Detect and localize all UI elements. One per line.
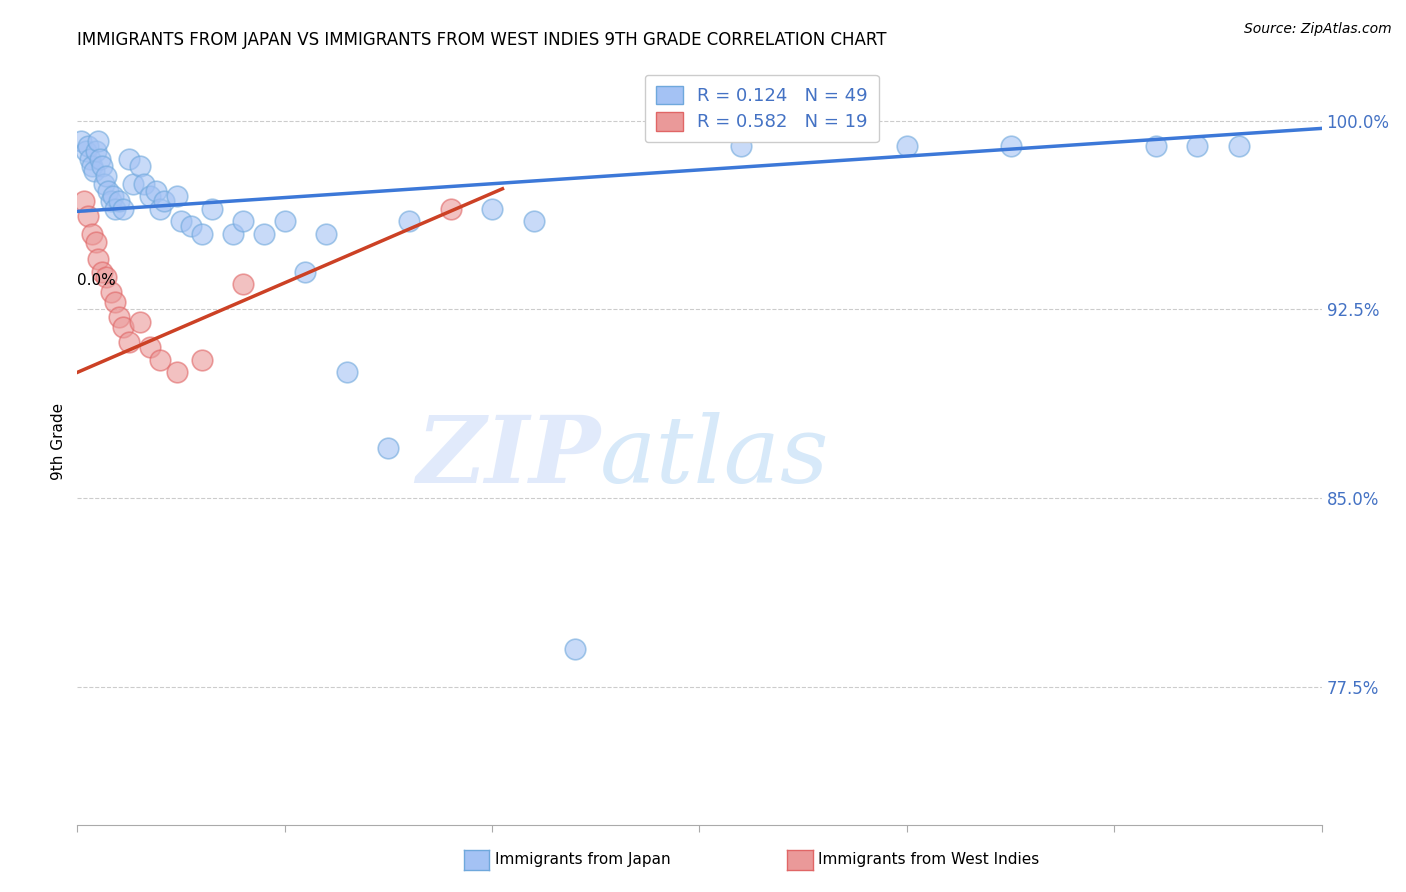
Point xyxy=(111,202,134,216)
Point xyxy=(1187,139,1209,153)
Point xyxy=(76,139,98,153)
Point xyxy=(84,144,107,158)
Point xyxy=(89,152,111,166)
Point xyxy=(139,189,162,203)
Text: IMMIGRANTS FROM JAPAN VS IMMIGRANTS FROM WEST INDIES 9TH GRADE CORRELATION CHART: IMMIGRANTS FROM JAPAN VS IMMIGRANTS FROM… xyxy=(77,31,887,49)
Point xyxy=(91,159,114,173)
Point xyxy=(96,269,118,284)
Point xyxy=(107,310,129,324)
Point xyxy=(153,194,176,209)
Point xyxy=(122,177,145,191)
Point xyxy=(101,189,124,203)
Point xyxy=(96,169,118,184)
Point xyxy=(190,227,214,241)
Point xyxy=(222,227,245,241)
Point xyxy=(232,214,254,228)
Point xyxy=(730,139,752,153)
Point xyxy=(70,134,93,148)
Point xyxy=(100,194,122,209)
Point xyxy=(97,184,120,198)
Point xyxy=(377,441,399,455)
Y-axis label: 9th Grade: 9th Grade xyxy=(51,403,66,480)
Point xyxy=(481,202,503,216)
Point xyxy=(132,177,155,191)
Text: 0.0%: 0.0% xyxy=(77,273,117,288)
Point xyxy=(128,159,150,173)
Point xyxy=(79,152,101,166)
Point xyxy=(80,227,103,241)
Text: Immigrants from West Indies: Immigrants from West Indies xyxy=(818,853,1039,867)
Point xyxy=(336,365,359,379)
Text: Immigrants from Japan: Immigrants from Japan xyxy=(495,853,671,867)
Point xyxy=(80,159,103,173)
Point xyxy=(87,252,110,267)
Text: Source: ZipAtlas.com: Source: ZipAtlas.com xyxy=(1244,22,1392,37)
Point xyxy=(145,184,167,198)
Point xyxy=(523,214,546,228)
Point xyxy=(201,202,224,216)
Point xyxy=(896,139,918,153)
Point xyxy=(315,227,337,241)
Point xyxy=(273,214,295,228)
Point xyxy=(87,134,110,148)
Text: atlas: atlas xyxy=(600,412,830,502)
Point xyxy=(564,642,586,657)
Point xyxy=(398,214,420,228)
Point xyxy=(190,352,214,367)
Point xyxy=(253,227,276,241)
Point xyxy=(83,164,105,178)
Point xyxy=(1000,139,1022,153)
Point xyxy=(111,320,134,334)
Point xyxy=(180,219,202,234)
Point xyxy=(1144,139,1167,153)
Point xyxy=(1227,139,1250,153)
Point xyxy=(439,202,461,216)
Point xyxy=(84,235,107,249)
Point xyxy=(232,277,254,292)
Point xyxy=(93,177,115,191)
Point xyxy=(149,202,172,216)
Legend: R = 0.124   N = 49, R = 0.582   N = 19: R = 0.124 N = 49, R = 0.582 N = 19 xyxy=(645,75,879,142)
Point xyxy=(118,335,141,350)
Point xyxy=(104,295,127,310)
Point xyxy=(149,352,172,367)
Point xyxy=(100,285,122,299)
Point xyxy=(72,194,94,209)
Point xyxy=(170,214,193,228)
Point xyxy=(294,265,316,279)
Point xyxy=(75,144,97,158)
Point xyxy=(104,202,127,216)
Point xyxy=(166,365,188,379)
Point xyxy=(107,194,129,209)
Point xyxy=(76,210,98,224)
Point xyxy=(91,265,114,279)
Point xyxy=(166,189,188,203)
Point xyxy=(139,340,162,354)
Text: ZIP: ZIP xyxy=(416,412,600,502)
Point xyxy=(118,152,141,166)
Point xyxy=(128,315,150,329)
